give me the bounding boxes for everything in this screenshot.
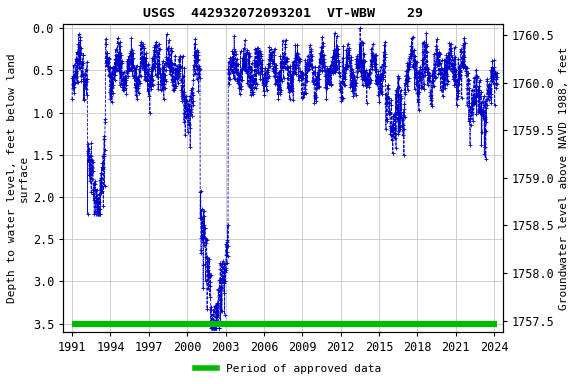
- Y-axis label: Groundwater level above NAVD 1988, feet: Groundwater level above NAVD 1988, feet: [559, 46, 569, 310]
- Legend: Period of approved data: Period of approved data: [191, 359, 385, 379]
- Title: USGS  442932072093201  VT-WBW    29: USGS 442932072093201 VT-WBW 29: [143, 7, 423, 20]
- Y-axis label: Depth to water level, feet below land
surface: Depth to water level, feet below land su…: [7, 53, 29, 303]
